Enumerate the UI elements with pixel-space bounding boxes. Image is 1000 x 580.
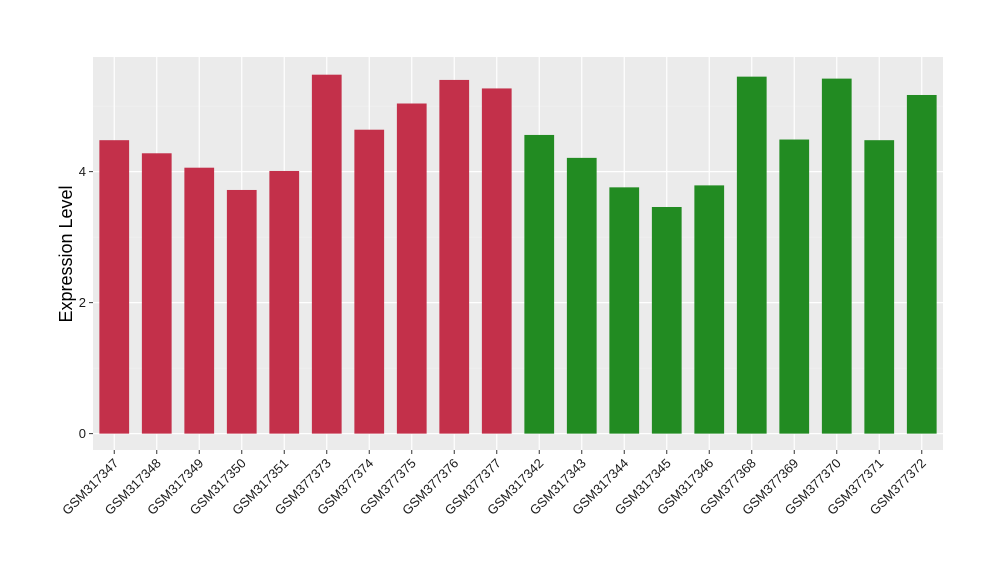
- bar-GSM377368: [736, 76, 767, 434]
- y-axis: 0 2 4: [79, 164, 93, 441]
- bar-GSM317346: [694, 185, 725, 434]
- bar-GSM317342: [524, 134, 555, 434]
- bar-GSM377375: [396, 103, 427, 434]
- y-tick-label: 2: [79, 295, 86, 310]
- bar-GSM317344: [609, 187, 640, 434]
- bar-GSM317347: [99, 140, 130, 434]
- bar-GSM317349: [184, 167, 215, 434]
- bar-GSM377373: [311, 74, 342, 434]
- y-tick-label: 0: [79, 426, 86, 441]
- bar-GSM317348: [141, 153, 172, 434]
- bar-GSM377370: [821, 78, 852, 434]
- bar-GSM377376: [439, 79, 470, 434]
- bar-GSM377369: [779, 139, 810, 434]
- bar-GSM317351: [269, 170, 300, 434]
- bar-GSM317345: [651, 206, 682, 434]
- y-tick-label: 4: [79, 164, 86, 179]
- bar-GSM377372: [906, 94, 937, 434]
- bar-GSM317350: [226, 189, 257, 434]
- y-axis-title: Expression Level: [56, 185, 76, 322]
- bar-GSM377371: [864, 140, 895, 434]
- panel-background: [93, 57, 943, 450]
- bar-GSM377374: [354, 129, 385, 434]
- bar-GSM317343: [566, 157, 597, 434]
- x-axis: GSM317347GSM317348GSM317349GSM317350GSM3…: [59, 450, 929, 518]
- bar-GSM377377: [481, 88, 512, 434]
- bars: [99, 74, 937, 434]
